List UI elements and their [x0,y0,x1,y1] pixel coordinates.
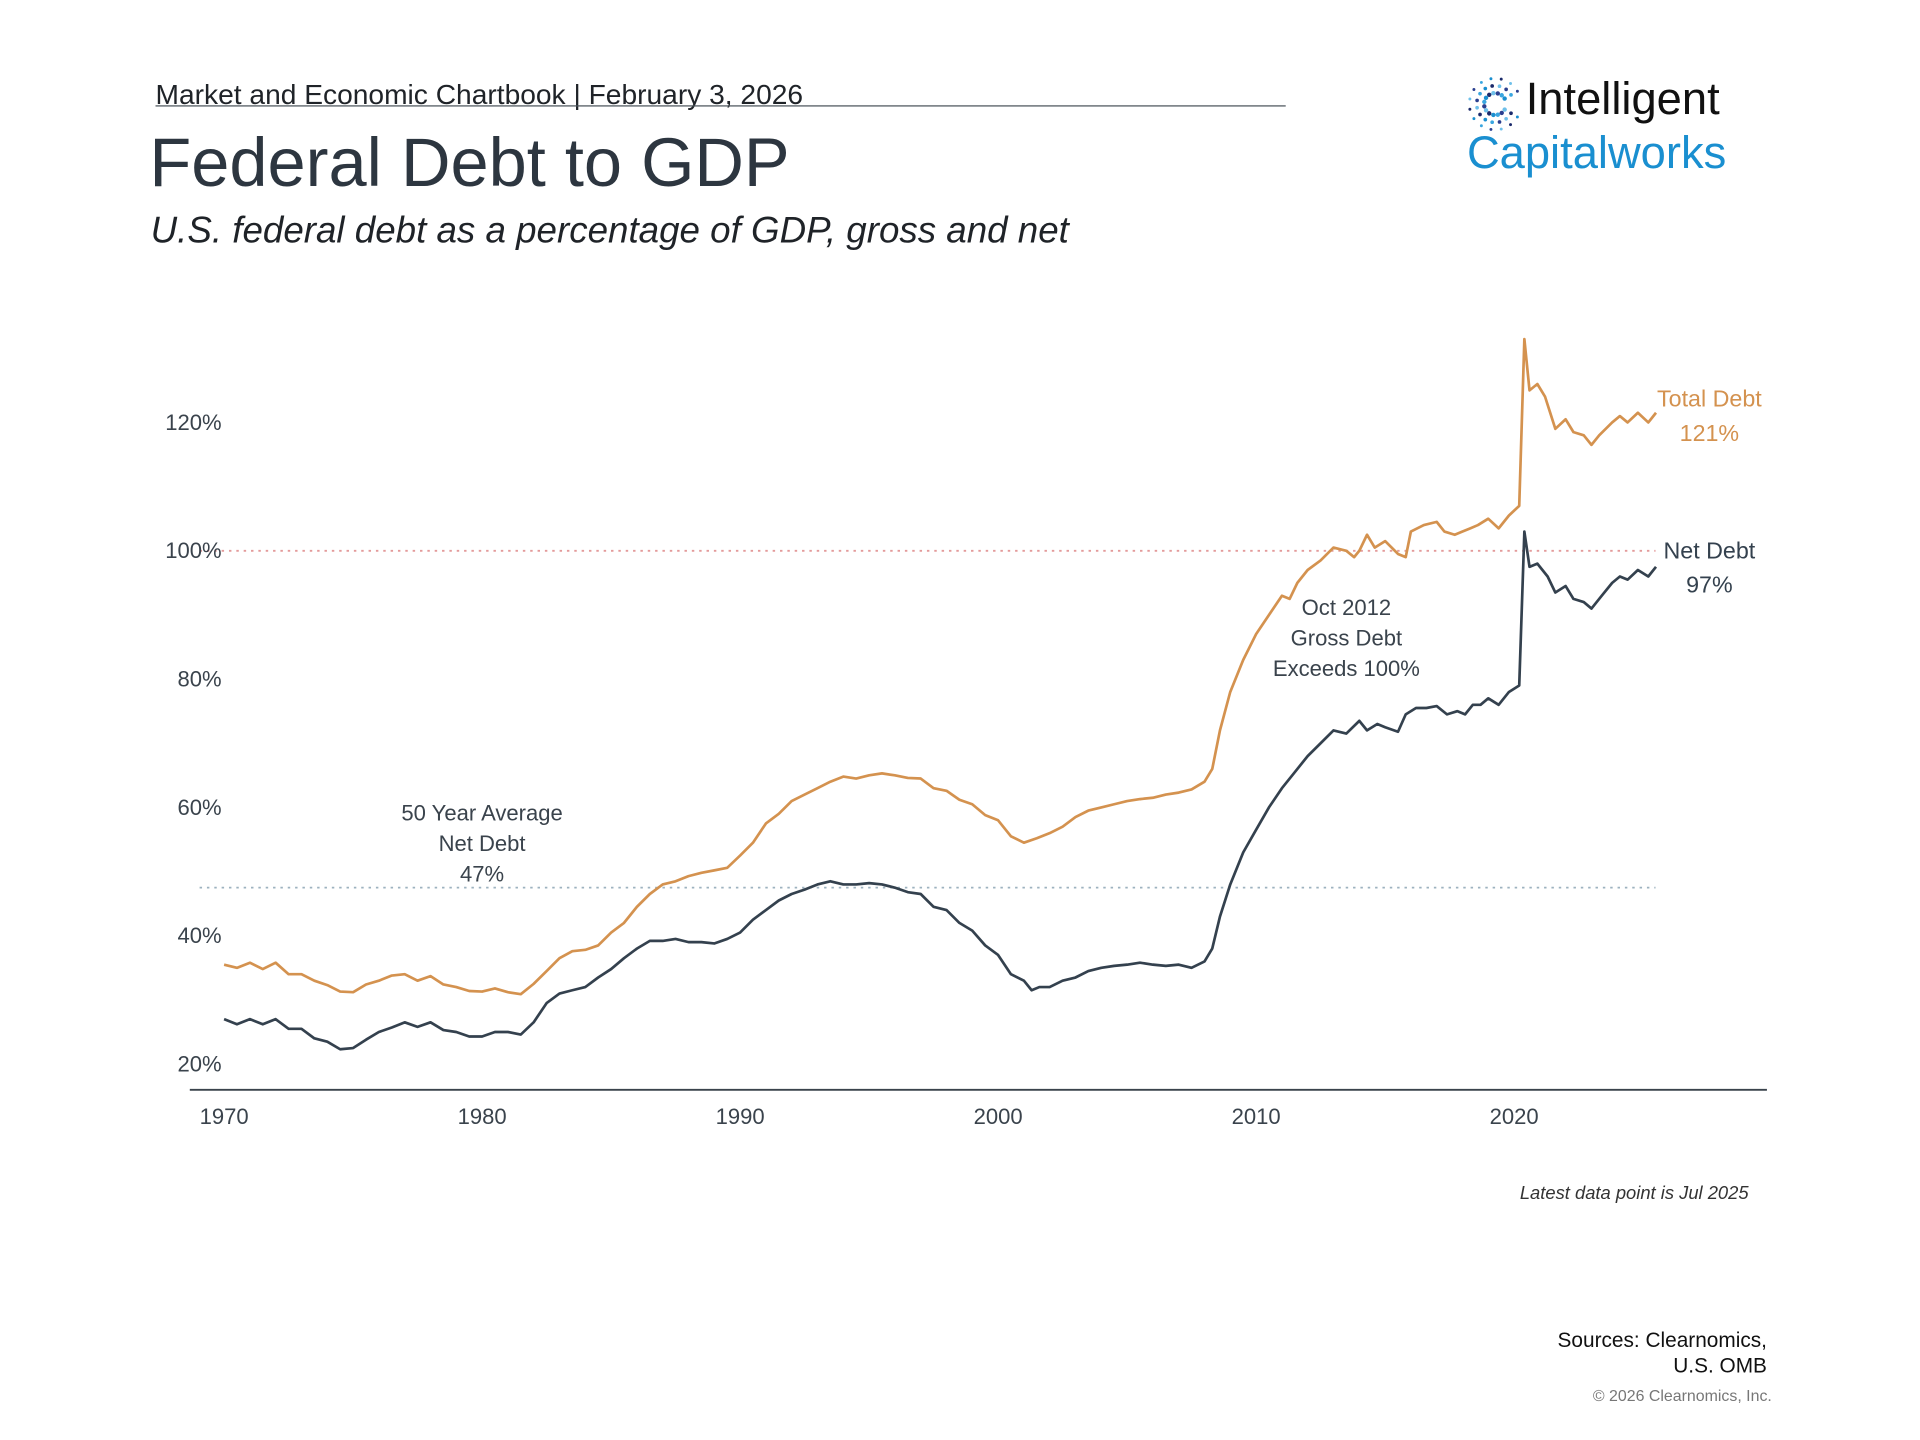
logo-dot [1509,82,1513,85]
x-tick-label: 2000 [974,1104,1023,1129]
series-line-total-debt [223,337,1658,996]
series-name-label: Net Debt [1664,537,1756,563]
y-tick-label: 80% [178,666,222,691]
logo-dot [1482,99,1487,105]
logo-dot [1499,110,1504,116]
y-tick-label: 40% [178,923,222,948]
annotation-text: Exceeds 100% [1273,656,1420,681]
logo-dot [1490,120,1495,125]
logo-dot [1502,96,1507,101]
logo-dot [1504,87,1508,92]
latest-data-note: Latest data point is Jul 2025 [1519,1182,1749,1204]
logo-dot [1491,112,1496,118]
header-divider [155,105,1286,107]
annotation-text: 50 Year Average [401,800,562,825]
x-tick-label: 1980 [458,1104,507,1129]
series-end-value-label: 121% [1680,420,1739,446]
copyright: © 2026 Clearnomics, Inc. [1592,1386,1772,1405]
y-tick-label: 20% [178,1051,222,1076]
y-tick-label: 60% [178,795,222,820]
x-tick-label: 2020 [1490,1104,1539,1129]
sources: Sources: Clearnomics, U.S. OMB [1558,1327,1767,1378]
logo-dot [1483,86,1488,91]
y-tick-label: 120% [165,410,221,435]
logo-dot [1472,88,1476,91]
logo-dot [1468,97,1472,101]
logo-dot [1495,91,1501,96]
logo-dot [1468,107,1472,111]
logo-dot [1483,108,1489,113]
logo-dot [1515,115,1519,119]
logo-dot [1479,80,1483,84]
y-tick-label: 100% [165,538,221,563]
logo-dot [1490,84,1495,88]
logo-dot [1483,117,1488,122]
sources-line2: U.S. OMB [1673,1354,1767,1378]
logo-dot [1495,112,1501,117]
logo-dot [1509,111,1513,116]
annotation-text: Gross Debt [1291,626,1402,651]
annotation-text: Oct 2012 [1302,595,1391,620]
logo-dot [1475,98,1479,103]
logo-dot [1509,123,1513,127]
logo-dot [1499,93,1504,98]
logo-dot [1478,112,1482,117]
series-name-label: Total Debt [1657,386,1762,412]
radial-dots-icon [1468,77,1519,131]
x-tick-label: 1990 [716,1104,765,1129]
logo-dot [1509,93,1513,97]
page-title: Federal Debt to GDP [149,123,790,201]
logo-dot [1489,127,1493,131]
logo-dot [1515,89,1519,93]
logo-dot [1497,84,1502,89]
logo-dot [1489,77,1493,81]
annotation-text: Net Debt [439,831,526,856]
logo-text-line1: Intelligent [1525,73,1720,124]
logo-dot [1504,116,1508,121]
annotation-text: 47% [460,861,504,886]
logo-dot [1482,104,1487,109]
logo-dot [1502,107,1507,112]
chartbook-header: Market and Economic Chartbook | February… [155,78,804,111]
logo-dot [1472,117,1476,121]
logo-dot [1497,120,1502,124]
x-tick-label: 2010 [1232,1104,1281,1129]
logo-text-line2: Capitalworks [1466,127,1727,178]
logo-dot [1479,124,1483,128]
logo-dot [1499,77,1503,81]
logo-dot [1483,95,1489,101]
logo: Intelligent Capitalworks [1467,73,1761,183]
logo-dot [1475,105,1479,110]
x-tick-label: 1970 [200,1104,249,1129]
logo-dot [1491,90,1496,96]
page-subtitle: U.S. federal debt as a percentage of GDP… [150,210,1069,252]
logo-dot [1487,92,1492,97]
series-end-value-label: 97% [1686,572,1733,598]
logo-dot [1487,111,1492,116]
sources-line1: Sources: Clearnomics, [1557,1328,1767,1352]
series-line-net-debt [223,530,1658,1051]
logo-dot [1499,127,1503,131]
logo-dot [1478,91,1482,96]
